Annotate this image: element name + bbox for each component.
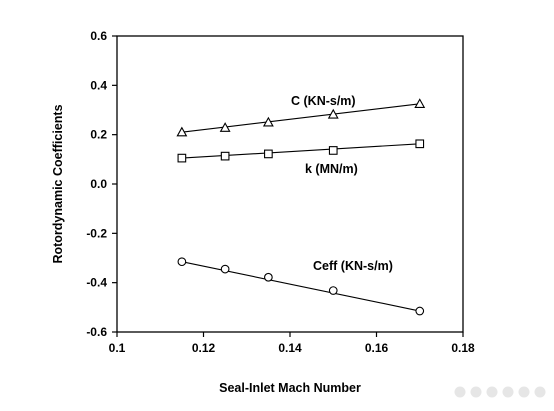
data-point-triangle [219, 122, 231, 132]
data-point-triangle [262, 116, 274, 127]
data-point-triangle [414, 98, 426, 108]
y-tick-label: -0.6 [86, 325, 107, 339]
data-point-circle [264, 272, 273, 282]
data-point-triangle [327, 108, 339, 119]
series-line-square [181, 143, 420, 159]
x-tick-label: 0.1 [109, 341, 126, 355]
data-point-square [220, 151, 230, 161]
data-point-circle [177, 257, 187, 267]
series-label-k: k (MN/m) [305, 162, 358, 176]
x-tick-label: 0.14 [278, 341, 302, 355]
x-tick-label: 0.16 [365, 341, 389, 355]
x-axis: 0.1 0.12 0.14 0.16 0.18 [109, 332, 475, 355]
data-point-square [328, 146, 338, 155]
decorative-dots [454, 386, 546, 398]
data-point-square [177, 153, 187, 163]
y-tick-label: -0.2 [86, 226, 107, 240]
data-point-triangle [176, 126, 188, 137]
y-tick-label: 0.4 [90, 78, 107, 92]
x-axis-title: Seal-Inlet Mach Number [219, 381, 361, 395]
series-label-ceff: Ceff (KN-s/m) [313, 259, 393, 273]
data-point-circle [415, 306, 425, 316]
x-tick-label: 0.12 [192, 341, 216, 355]
x-tick-label: 0.18 [451, 341, 475, 355]
data-point-square [415, 139, 425, 149]
y-tick-label: 0.2 [90, 128, 107, 142]
y-axis-title: Rotordynamic Coefficients [51, 104, 65, 263]
y-tick-label: 0.6 [90, 29, 107, 43]
data-point-square [264, 149, 273, 159]
series-label-c: C (KN-s/m) [291, 94, 356, 108]
data-point-circle [220, 264, 230, 274]
y-tick-label: 0.0 [90, 177, 107, 191]
series-line-triangle [181, 103, 420, 133]
data-point-circle [328, 286, 338, 295]
y-axis: 0.6 0.4 0.2 0.0 -0.2 -0.4 -0.6 [86, 29, 117, 339]
plot-frame [116, 35, 464, 333]
series-layer [176, 98, 426, 316]
y-tick-label: -0.4 [86, 276, 107, 290]
